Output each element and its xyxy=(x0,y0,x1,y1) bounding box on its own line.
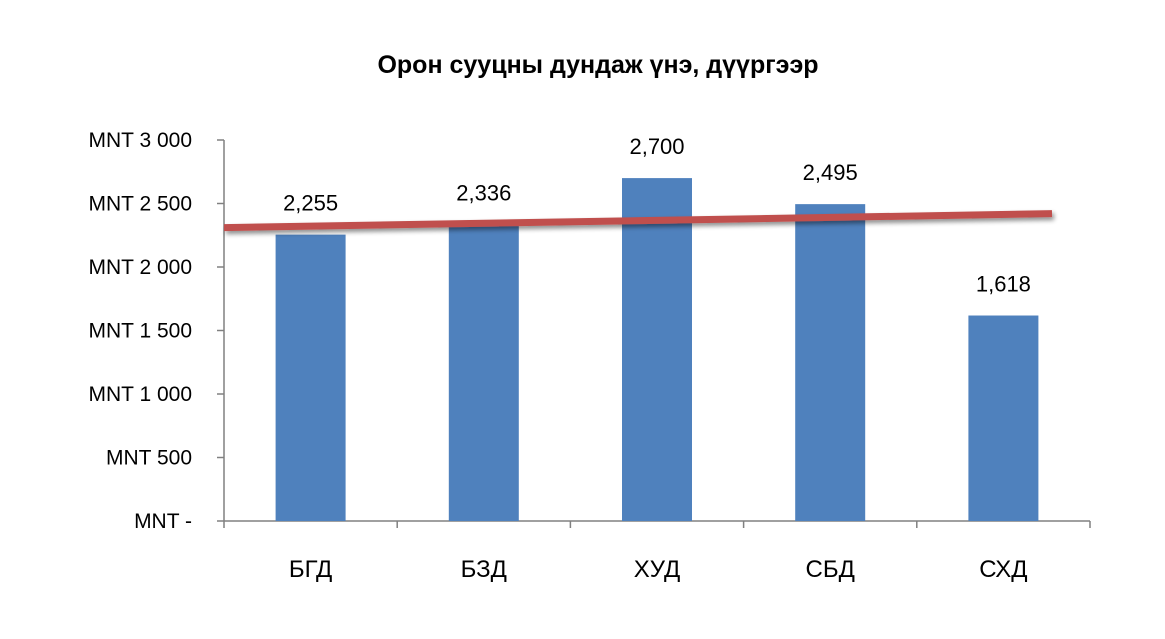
trendline-group xyxy=(223,210,1053,232)
bar-сбд xyxy=(795,204,866,521)
x-category-label: СБД xyxy=(806,556,855,583)
bars xyxy=(275,178,1039,522)
x-axis: БГД БЗД ХУД СБД СХД xyxy=(223,520,1091,583)
y-tick-label: MNT - xyxy=(134,510,192,533)
y-axis: MNT - MNT 500 MNT 1 000 MNT 1 500 MNT 2 000 M… xyxy=(89,129,225,533)
y-tick-label: MNT 1 000 xyxy=(89,383,193,406)
y-tick-label: MNT 2 000 xyxy=(89,256,193,279)
x-category-label: ХУД xyxy=(634,556,680,583)
data-label: 2,336 xyxy=(456,180,511,205)
bar-худ xyxy=(622,178,692,521)
x-category-label: БГД xyxy=(289,556,332,583)
data-label: 1,618 xyxy=(976,272,1031,297)
y-tick-label: MNT 3 000 xyxy=(89,129,193,152)
x-category-label: БЗД xyxy=(461,556,507,583)
data-label: 2,495 xyxy=(803,160,858,185)
bar-бзд xyxy=(448,224,519,521)
data-label: 2,700 xyxy=(629,134,684,159)
y-tick-label: MNT 2 500 xyxy=(89,193,193,216)
data-labels: 2,255 2,336 2,700 2,495 1,618 xyxy=(283,134,1031,296)
chart-title: Орон сууцны дундаж үнэ, дүүргээр xyxy=(377,51,818,79)
y-tick-label: MNT 500 xyxy=(106,447,192,470)
bar-бгд xyxy=(275,234,346,522)
bar-схд xyxy=(968,315,1039,521)
x-category-label: СХД xyxy=(979,556,1027,583)
y-tick-label: MNT 1 500 xyxy=(89,320,193,343)
data-label: 2,255 xyxy=(283,191,338,216)
trendline xyxy=(223,210,1053,232)
